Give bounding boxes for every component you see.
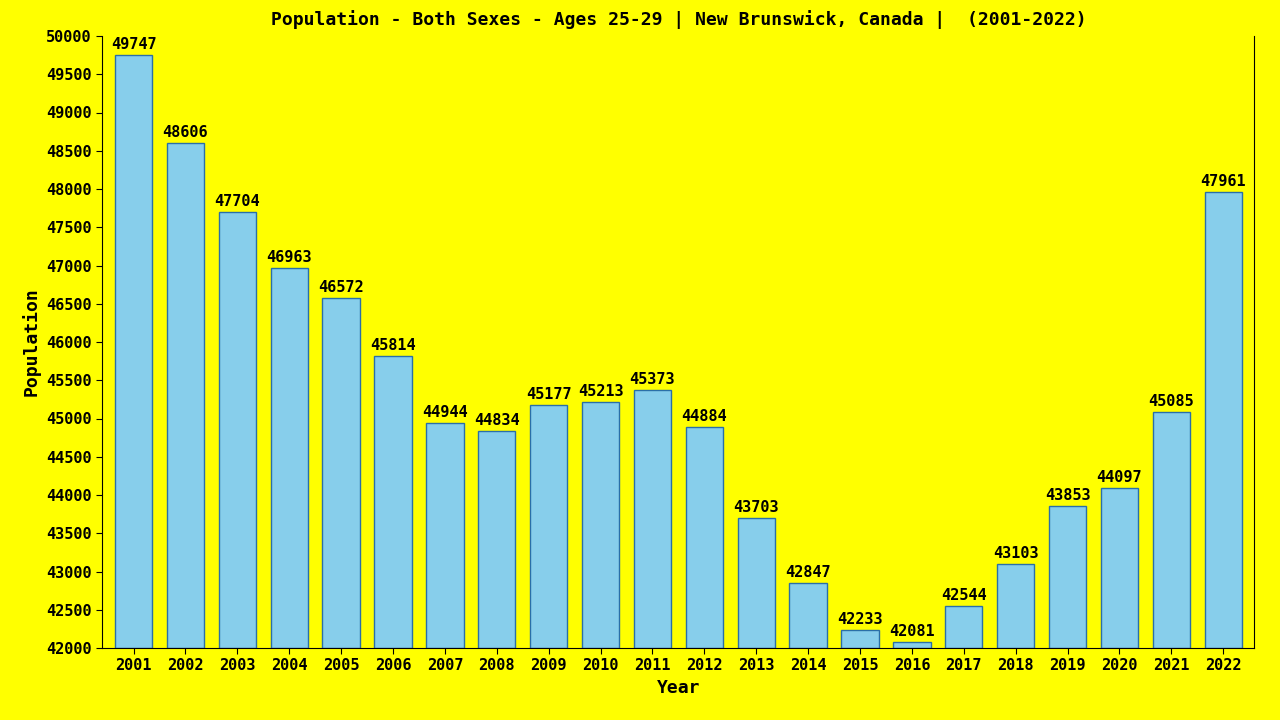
Text: 44944: 44944 bbox=[422, 405, 467, 420]
Bar bbox=[166, 143, 204, 648]
Text: 43103: 43103 bbox=[993, 546, 1038, 561]
Text: 45177: 45177 bbox=[526, 387, 571, 402]
Text: 45213: 45213 bbox=[577, 384, 623, 399]
Bar bbox=[426, 423, 463, 648]
Bar bbox=[374, 356, 412, 648]
Bar bbox=[841, 630, 878, 648]
Text: 47961: 47961 bbox=[1201, 174, 1245, 189]
Bar bbox=[115, 55, 152, 648]
Text: 44884: 44884 bbox=[681, 409, 727, 424]
Bar bbox=[686, 428, 723, 648]
Text: 42544: 42544 bbox=[941, 588, 987, 603]
Text: 42233: 42233 bbox=[837, 612, 883, 627]
Bar bbox=[582, 402, 620, 648]
Bar bbox=[323, 298, 360, 648]
Text: 43703: 43703 bbox=[733, 500, 780, 515]
Text: 44097: 44097 bbox=[1097, 469, 1142, 485]
Bar bbox=[790, 583, 827, 648]
Text: 42847: 42847 bbox=[786, 565, 831, 580]
Bar bbox=[945, 606, 983, 648]
Bar bbox=[219, 212, 256, 648]
Bar bbox=[270, 269, 308, 648]
Bar bbox=[1204, 192, 1242, 648]
Y-axis label: Population: Population bbox=[22, 287, 41, 397]
Text: 44834: 44834 bbox=[474, 413, 520, 428]
Text: 45814: 45814 bbox=[370, 338, 416, 354]
Text: 47704: 47704 bbox=[215, 194, 260, 209]
Bar bbox=[479, 431, 516, 648]
Text: 48606: 48606 bbox=[163, 125, 209, 140]
Bar bbox=[1048, 506, 1087, 648]
Bar bbox=[634, 390, 671, 648]
Text: 42081: 42081 bbox=[890, 624, 934, 639]
Bar bbox=[997, 564, 1034, 648]
Bar bbox=[1101, 487, 1138, 648]
Text: 46963: 46963 bbox=[266, 251, 312, 265]
X-axis label: Year: Year bbox=[657, 679, 700, 697]
Bar bbox=[530, 405, 567, 648]
Bar bbox=[1153, 412, 1190, 648]
Title: Population - Both Sexes - Ages 25-29 | New Brunswick, Canada |  (2001-2022): Population - Both Sexes - Ages 25-29 | N… bbox=[270, 10, 1087, 29]
Text: 45373: 45373 bbox=[630, 372, 676, 387]
Text: 49747: 49747 bbox=[111, 37, 156, 53]
Text: 45085: 45085 bbox=[1148, 394, 1194, 409]
Text: 46572: 46572 bbox=[319, 280, 364, 295]
Text: 43853: 43853 bbox=[1044, 488, 1091, 503]
Bar bbox=[737, 518, 774, 648]
Bar bbox=[893, 642, 931, 648]
